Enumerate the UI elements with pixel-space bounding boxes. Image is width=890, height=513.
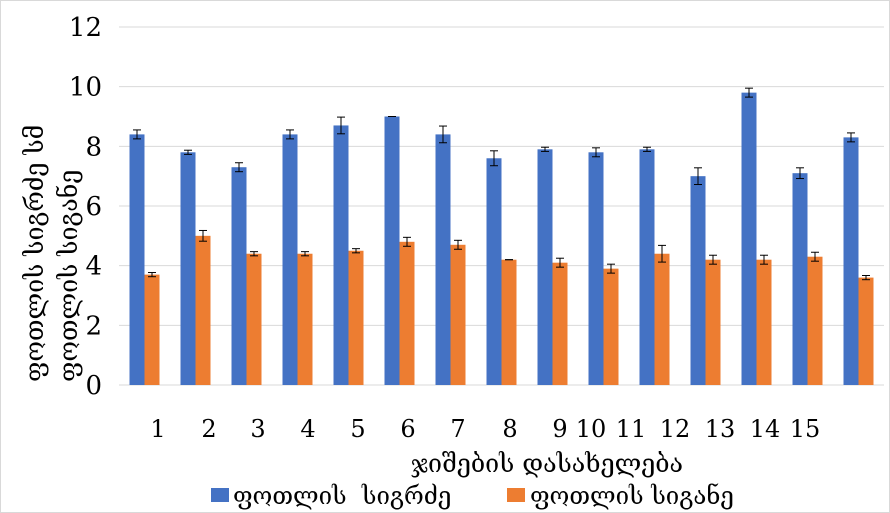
error-bar: [454, 239, 462, 250]
legend-swatch-length: [211, 488, 229, 502]
error-bars: [133, 87, 870, 281]
error-bar: [133, 129, 141, 140]
bar-width: [144, 274, 160, 385]
y-tick-label: 8: [85, 132, 102, 162]
error-bar: [847, 132, 855, 143]
bar-length: [639, 149, 655, 385]
bar-width: [348, 250, 364, 385]
x-tick-label: 6: [400, 415, 415, 443]
bar-length: [333, 125, 349, 385]
error-bar: [286, 129, 294, 140]
y-tick-label: 10: [69, 73, 102, 103]
x-tick-label: 9: [552, 415, 567, 443]
error-bar: [556, 257, 564, 268]
y-tick-label: 0: [85, 371, 102, 401]
x-tick-label: 5: [350, 415, 365, 443]
bar-width: [399, 241, 415, 385]
error-bar: [184, 149, 192, 155]
bar-width: [195, 235, 211, 385]
x-tick-label: 4: [300, 415, 315, 443]
bar-length: [231, 167, 247, 385]
error-bar: [796, 167, 804, 180]
bar-width: [807, 256, 823, 385]
bar-length: [588, 152, 604, 385]
bar-length: [792, 173, 808, 385]
x-tick-label: 15: [790, 415, 821, 443]
error-bar: [439, 125, 447, 144]
bar-length: [537, 149, 553, 385]
y-tick-label: 6: [85, 192, 102, 222]
error-bar: [337, 116, 345, 135]
legend-label-width: ფოთლის სიგანე: [530, 482, 734, 510]
error-bar: [199, 229, 207, 242]
bar-width: [705, 259, 721, 385]
legend: ფოთლის სიგრძე ფოთლის სიგანე: [211, 482, 734, 510]
y-tick-label: 4: [85, 252, 102, 282]
x-tick-label: 3: [250, 415, 265, 443]
error-bar: [490, 150, 498, 167]
error-bar: [607, 263, 615, 274]
bars: [129, 92, 874, 385]
bar-width: [858, 277, 874, 385]
error-bar: [745, 87, 753, 98]
x-tick-label: 11: [616, 415, 647, 443]
bar-width: [450, 244, 466, 385]
x-tick-label: 2: [201, 415, 216, 443]
bar-length: [741, 92, 757, 385]
error-bar: [352, 248, 360, 254]
bar-width: [603, 268, 619, 385]
y-tick-label: 12: [69, 13, 102, 43]
bar-length: [282, 134, 298, 385]
bar-width: [246, 253, 262, 385]
legend-swatch-width: [507, 488, 525, 502]
bar-width: [297, 253, 313, 385]
error-bar: [643, 146, 651, 152]
error-bar: [862, 275, 870, 281]
bar-width: [552, 262, 568, 385]
x-tick-label: 8: [502, 415, 517, 443]
error-bar: [760, 254, 768, 265]
x-tick-label: 1: [150, 415, 165, 443]
error-bar: [301, 251, 309, 257]
x-tick-label: 7: [450, 415, 465, 443]
x-tick-labels: 1 2 3 4 5 6 7 8 9 10 11 12 13 14 15: [150, 415, 820, 443]
x-tick-label: 10: [576, 415, 607, 443]
error-bar: [403, 236, 411, 247]
error-bar: [592, 147, 600, 158]
bar-width: [501, 259, 517, 385]
legend-label-length: ფოთლის სიგრძე: [233, 482, 451, 510]
x-tick-label: 12: [660, 415, 691, 443]
error-bar: [541, 146, 549, 152]
y-tick-label: 2: [85, 311, 102, 341]
bar-length: [129, 134, 145, 385]
bar-width: [756, 259, 772, 385]
y-axis-title-line-1: ფოთლის სიგრძე სმ: [20, 125, 49, 382]
x-axis-title: ჯიშების დასახელება: [411, 449, 683, 478]
bar-length: [435, 134, 451, 385]
y-axis-title-line-2: ფოთლის სიგანე: [54, 170, 83, 382]
error-bar: [235, 162, 243, 173]
bar-length: [690, 176, 706, 385]
x-tick-label: 14: [750, 415, 781, 443]
bar-length: [384, 116, 400, 385]
bar-width: [654, 253, 670, 385]
error-bar: [709, 254, 717, 265]
x-tick-label: 13: [705, 415, 736, 443]
bar-length: [486, 158, 502, 385]
error-bar: [694, 167, 702, 186]
y-tick-labels: 0 2 4 6 8 10 12: [69, 13, 102, 401]
bar-length: [180, 152, 196, 385]
error-bar: [250, 251, 258, 257]
error-bar: [658, 244, 666, 263]
bar-length: [843, 137, 859, 385]
error-bar: [148, 272, 156, 278]
error-bar: [811, 251, 819, 262]
